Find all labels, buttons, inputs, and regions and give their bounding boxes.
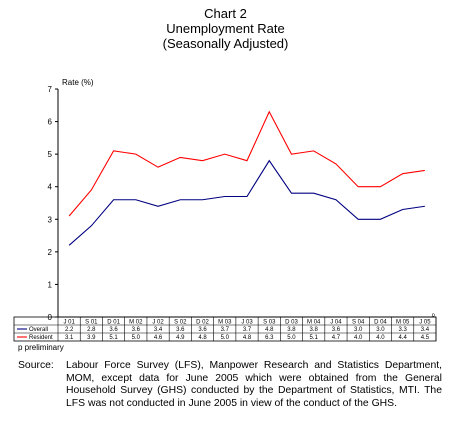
x-tick-label: D 03 bbox=[285, 319, 298, 325]
data-label-overall: 3.7 bbox=[243, 327, 252, 333]
y-tick-label: 5 bbox=[48, 150, 53, 159]
x-tick-label: D 04 bbox=[374, 319, 387, 325]
data-label-resident: 3.1 bbox=[65, 335, 74, 341]
y-tick-label: 2 bbox=[48, 248, 53, 257]
data-label-overall: 3.6 bbox=[132, 327, 141, 333]
chart-number: Chart 2 bbox=[204, 6, 247, 21]
preliminary-mark: p bbox=[432, 313, 435, 319]
data-label-overall: 3.6 bbox=[176, 327, 185, 333]
chart-title-block: Chart 2 Unemployment Rate (Seasonally Ad… bbox=[0, 6, 451, 51]
y-tick-label: 3 bbox=[48, 215, 53, 224]
data-label-overall: 4.8 bbox=[265, 327, 274, 333]
data-label-resident: 5.0 bbox=[221, 335, 230, 341]
data-label-overall: 2.2 bbox=[65, 327, 74, 333]
data-label-overall: 3.8 bbox=[310, 327, 319, 333]
data-label-resident: 4.9 bbox=[176, 335, 185, 341]
source-label: Source: bbox=[18, 360, 54, 371]
source-text: Labour Force Survey (LFS), Manpower Rese… bbox=[66, 360, 442, 409]
x-tick-label: J 03 bbox=[241, 319, 253, 325]
data-label-resident: 4.8 bbox=[243, 335, 252, 341]
data-label-resident: 4.0 bbox=[376, 335, 385, 341]
data-label-resident: 4.6 bbox=[154, 335, 163, 341]
chart-subtitle: (Seasonally Adjusted) bbox=[162, 36, 289, 51]
data-label-resident: 6.3 bbox=[265, 335, 274, 341]
x-tick-label: D 02 bbox=[196, 319, 209, 325]
data-label-overall: 3.7 bbox=[221, 327, 230, 333]
data-label-overall: 3.0 bbox=[376, 327, 385, 333]
data-label-overall: 2.8 bbox=[87, 327, 96, 333]
y-tick-label: 4 bbox=[48, 183, 53, 192]
x-tick-label: M 04 bbox=[307, 319, 321, 325]
data-label-overall: 3.4 bbox=[154, 327, 163, 333]
data-label-overall: 3.6 bbox=[198, 327, 207, 333]
x-tick-label: J 04 bbox=[330, 319, 342, 325]
y-axis-label: Rate (%) bbox=[62, 78, 94, 87]
x-tick-label: S 04 bbox=[352, 319, 365, 325]
data-label-overall: 3.0 bbox=[354, 327, 363, 333]
data-label-resident: 4.0 bbox=[354, 335, 363, 341]
x-tick-label: M 05 bbox=[396, 319, 410, 325]
y-tick-label: 0 bbox=[48, 313, 53, 322]
data-label-overall: 3.3 bbox=[398, 327, 407, 333]
y-tick-label: 7 bbox=[48, 85, 53, 94]
data-label-overall: 3.4 bbox=[421, 327, 430, 333]
data-label-resident: 4.5 bbox=[421, 335, 430, 341]
series-line-overall bbox=[68, 159, 425, 246]
data-label-resident: 5.0 bbox=[287, 335, 296, 341]
x-tick-label: J 01 bbox=[63, 319, 75, 325]
source-note: Source: Labour Force Survey (LFS), Manpo… bbox=[18, 360, 442, 410]
data-label-overall: 3.6 bbox=[332, 327, 341, 333]
y-tick-label: 1 bbox=[48, 280, 53, 289]
chart-title: Unemployment Rate bbox=[166, 21, 285, 36]
x-tick-label: J 05 bbox=[419, 319, 431, 325]
data-label-resident: 3.9 bbox=[87, 335, 96, 341]
x-tick-label: D 01 bbox=[107, 319, 120, 325]
data-label-resident: 5.1 bbox=[109, 335, 118, 341]
x-tick-label: M 02 bbox=[129, 319, 143, 325]
x-tick-label: S 02 bbox=[174, 319, 187, 325]
x-tick-label: S 03 bbox=[263, 319, 276, 325]
data-label-resident: 5.1 bbox=[310, 335, 319, 341]
y-tick-label: 6 bbox=[48, 118, 53, 127]
data-label-resident: 4.7 bbox=[332, 335, 341, 341]
legend-entry-overall: Overall bbox=[29, 327, 48, 333]
x-tick-label: J 02 bbox=[152, 319, 164, 325]
preliminary-footnote: p preliminary bbox=[18, 343, 64, 352]
legend-entry-resident: Resident bbox=[29, 335, 53, 341]
data-label-resident: 5.0 bbox=[132, 335, 141, 341]
data-label-overall: 3.6 bbox=[109, 327, 118, 333]
x-tick-label: S 01 bbox=[85, 319, 98, 325]
series-line-resident bbox=[68, 110, 425, 217]
x-tick-label: M 03 bbox=[218, 319, 232, 325]
data-label-overall: 3.8 bbox=[287, 327, 296, 333]
data-label-resident: 4.8 bbox=[198, 335, 207, 341]
data-label-resident: 4.4 bbox=[398, 335, 407, 341]
